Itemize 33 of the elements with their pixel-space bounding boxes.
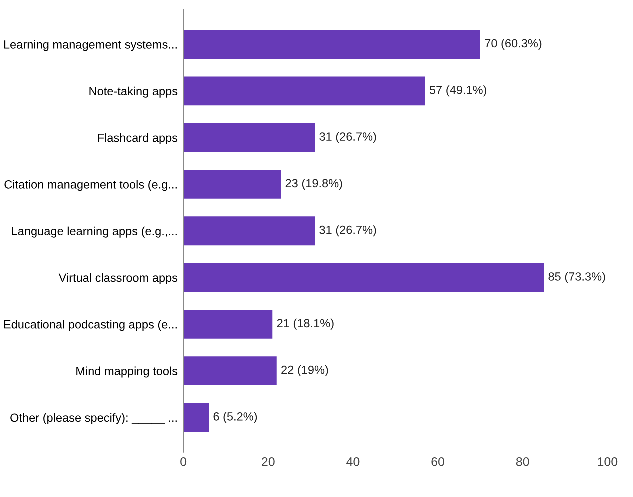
data-label: 6 (5.2%) [214,412,258,424]
bar [184,123,316,152]
x-tick-label: 0 [180,457,187,466]
x-tick-label: 100 [598,457,618,466]
x-tick-label: 20 [262,457,275,466]
y-tick-label: Flashcard apps [98,134,178,145]
data-label: 85 (73.3%) [548,272,606,284]
bar [184,216,316,246]
data-label: 57 (49.1%) [430,86,486,97]
y-tick-label: Note-taking apps [90,86,178,98]
y-tick-label: Other (please specify): _____ ... [10,413,177,424]
y-tick-label: Learning management systems... [4,40,177,52]
bar [184,310,273,339]
y-tick-label: Mind mapping tools [76,366,178,378]
x-tick-label: 60 [432,457,444,466]
data-label: 70 (60.3%) [485,39,542,50]
data-label: 23 (19.8%) [286,178,342,190]
data-label: 31 (26.7%) [320,226,376,237]
x-tick-label: 40 [346,457,360,466]
y-tick-label: Citation management tools (e.g... [4,180,177,192]
y-tick-label: Educational podcasting apps (e... [4,320,177,332]
bar [184,170,282,199]
bar [184,263,544,292]
bar [184,76,426,106]
data-label: 22 (19%) [282,366,328,377]
data-label: 21 (18.1%) [277,318,334,330]
y-tick-label: Virtual classroom apps [58,273,178,284]
bar [184,403,210,432]
data-label: 31 (26.7%) [320,132,376,144]
y-tick-label: Language learning apps (e.g.,... [12,226,177,238]
bar [184,30,480,59]
bar [184,356,277,386]
x-tick-label: 80 [516,457,530,466]
